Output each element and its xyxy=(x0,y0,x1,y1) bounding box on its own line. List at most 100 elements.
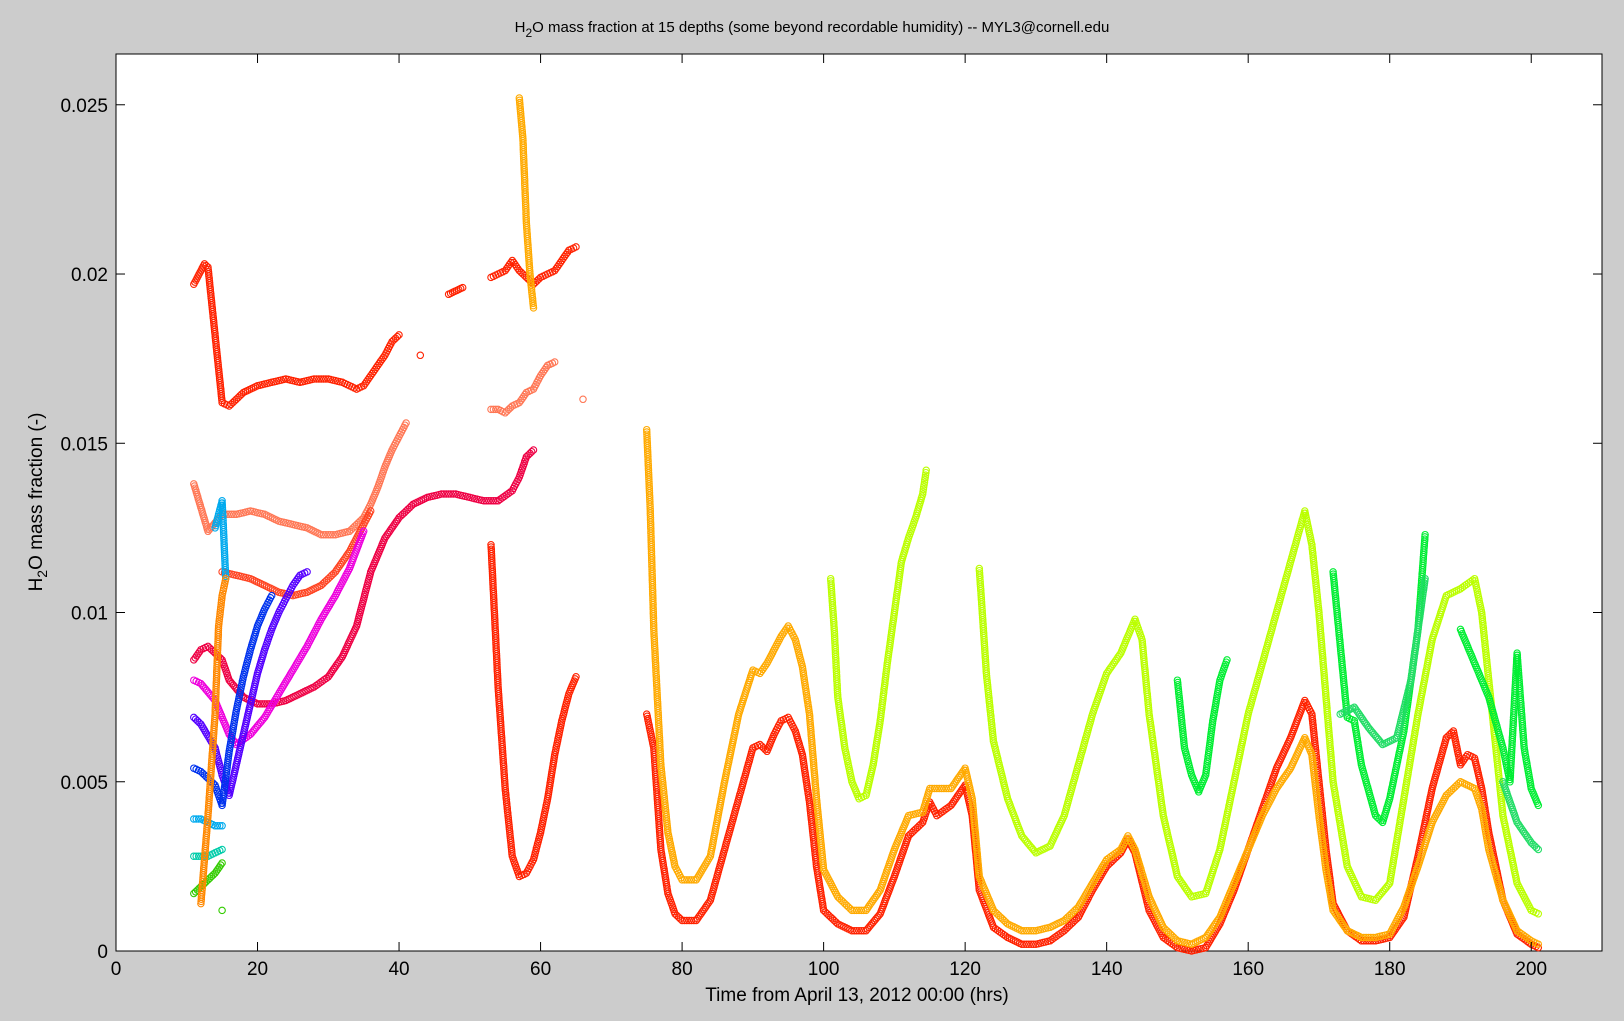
data-point xyxy=(319,530,328,539)
data-point xyxy=(393,332,402,341)
data-point xyxy=(416,351,425,360)
data-point xyxy=(529,446,538,454)
series-4 xyxy=(190,527,368,749)
data-point xyxy=(230,510,238,519)
data-point xyxy=(319,375,328,383)
data-point xyxy=(331,568,340,576)
data-point xyxy=(340,555,349,563)
series-1 xyxy=(190,358,587,539)
data-point xyxy=(190,852,198,860)
data-point xyxy=(194,815,203,823)
data-point xyxy=(572,243,580,251)
data-point xyxy=(690,916,698,925)
data-point xyxy=(303,568,311,576)
data-point xyxy=(336,656,344,664)
data-point xyxy=(192,852,200,860)
data-point xyxy=(218,906,226,915)
data-point xyxy=(366,507,375,515)
data-point xyxy=(270,697,278,706)
data-point xyxy=(302,644,310,653)
data-point xyxy=(213,822,222,830)
data-point xyxy=(218,845,226,854)
data-point xyxy=(287,668,296,676)
data-point xyxy=(292,660,301,668)
data-point xyxy=(215,612,224,621)
data-point xyxy=(322,530,330,539)
data-point xyxy=(480,497,488,505)
data-point xyxy=(550,358,559,366)
data-point xyxy=(227,510,236,519)
data-point xyxy=(223,510,231,519)
data-point xyxy=(385,528,393,537)
data-point xyxy=(217,601,225,609)
data-point xyxy=(437,490,446,498)
data-point xyxy=(458,283,467,292)
data-point xyxy=(685,916,693,925)
data-point xyxy=(678,916,686,925)
data-point xyxy=(487,405,495,414)
data-point xyxy=(449,490,458,498)
data-point xyxy=(327,669,335,677)
data-point xyxy=(322,375,330,383)
data-point xyxy=(216,861,225,869)
data-point xyxy=(312,375,321,383)
data-point xyxy=(192,815,200,823)
data-point xyxy=(253,700,262,708)
data-point xyxy=(447,490,455,498)
data-point xyxy=(705,898,713,906)
data-point xyxy=(507,258,515,267)
data-point xyxy=(341,553,350,561)
data-point xyxy=(317,375,325,383)
data-point xyxy=(359,527,368,536)
data-point xyxy=(326,530,335,539)
data-point xyxy=(215,617,223,626)
data-point xyxy=(221,572,230,581)
data-point xyxy=(324,530,333,539)
data-point xyxy=(217,596,226,605)
data-point xyxy=(579,395,587,404)
data-point xyxy=(218,822,226,830)
data-point xyxy=(218,859,226,867)
data-point xyxy=(508,847,516,856)
data-point xyxy=(258,700,266,708)
data-point xyxy=(216,608,224,616)
data-point xyxy=(492,497,500,505)
data-point xyxy=(190,815,198,823)
series-10 xyxy=(197,574,230,908)
data-point xyxy=(329,530,337,539)
data-point xyxy=(440,490,448,498)
data-point xyxy=(700,905,708,914)
data-point xyxy=(492,405,500,414)
data-point xyxy=(216,610,224,619)
data-point xyxy=(283,676,291,684)
data-point xyxy=(337,654,345,663)
data-point xyxy=(392,517,401,526)
data-point xyxy=(315,375,323,383)
data-point xyxy=(216,822,224,830)
data-point xyxy=(260,713,269,722)
data-point xyxy=(482,497,491,505)
data-point xyxy=(215,619,223,628)
data-point xyxy=(325,671,334,679)
data-point xyxy=(442,490,450,498)
data-point xyxy=(324,603,333,612)
data-point xyxy=(527,447,536,456)
data-point xyxy=(572,673,580,681)
data-point xyxy=(683,916,691,925)
data-point xyxy=(701,903,710,912)
data-point xyxy=(199,724,208,732)
data-point xyxy=(680,916,689,925)
data-point xyxy=(444,490,453,498)
data-point xyxy=(256,700,264,708)
data-point xyxy=(218,594,226,602)
data-point xyxy=(395,331,403,339)
data-point xyxy=(489,405,498,414)
data-point xyxy=(221,574,230,583)
data-point xyxy=(310,375,318,383)
data-point xyxy=(267,591,276,600)
data-point xyxy=(211,822,219,830)
data-points xyxy=(190,94,1543,955)
data-point xyxy=(329,595,337,604)
